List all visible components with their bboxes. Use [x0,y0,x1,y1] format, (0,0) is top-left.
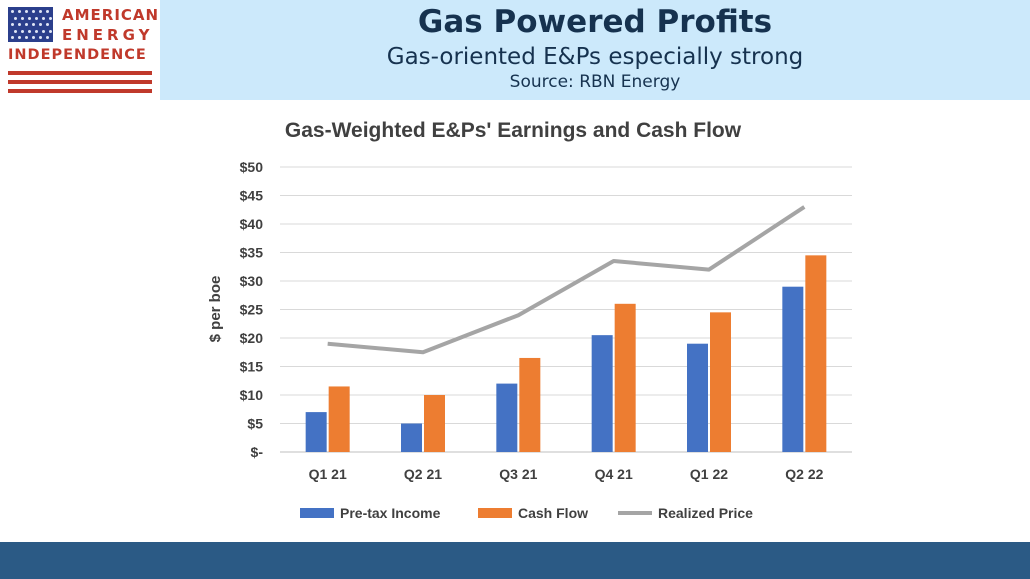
bar-cash-flow [424,395,445,452]
bar-cash-flow [710,312,731,452]
flag-star-icon [14,16,17,20]
chart-legend: Pre-tax Income Cash Flow Realized Price [300,505,753,521]
flag-star-icon [46,10,49,13]
bar-cash-flow [328,386,350,452]
y-tick-label: $45 [240,188,264,204]
flag-star-icon [35,16,38,20]
y-tick-label: $20 [240,330,264,346]
flag-star-icon [11,23,14,26]
flag-star-icon [39,10,42,13]
flag-star-icon [18,10,21,13]
y-tick-label: $- [251,444,264,460]
flag-star-icon [28,29,31,33]
flag-star-icon [11,10,14,13]
flag-star-icon [28,16,31,20]
chart-bars [305,255,827,452]
bar-cash-flow [614,303,636,452]
flag-star-icon [46,23,49,26]
flag-star-icon [14,29,17,33]
flag-star-icon [42,16,45,20]
bar-pretax-income [496,383,518,452]
x-tick-label: Q4 21 [595,466,633,482]
flag-star-icon [21,29,24,33]
flag-star-icon [49,16,52,20]
flag-star-icon [32,36,35,39]
flag-star-icon [18,36,21,39]
flag-star-icon [39,23,42,26]
us-flag-icon [8,7,53,42]
flag-star-icon [35,29,38,33]
legend-label: Realized Price [658,505,753,521]
chart-axes: $- $5 $10 $15 $20 $25 $30 $35 $40 $45 $50 Q1 21 Q2 2… [240,159,824,482]
legend-label: Cash Flow [518,505,588,521]
chart-gridlines [280,166,852,453]
page-subtitle: Gas-oriented E&Ps especially strong [386,44,804,70]
x-tick-label: Q3 21 [499,466,537,482]
source-note: Source: RBN Energy [509,72,681,92]
y-tick-label: $35 [240,245,264,261]
legend-swatch [478,508,512,518]
page-title: Gas Powered Profits [417,4,773,40]
flag-star-icon [32,10,35,13]
line-realized-price [327,205,806,355]
y-tick-label: $50 [240,159,264,175]
flag-star-icon [25,10,28,13]
bar-pretax-income [687,343,708,452]
logo-line-2: ENERGY [62,26,154,44]
y-tick-label: $25 [240,302,264,318]
bar-cash-flow [519,357,541,452]
footer-bar [0,542,1030,579]
x-tick-label: Q2 22 [785,466,823,482]
y-tick-label: $40 [240,216,264,232]
logo-stripe [8,71,152,75]
logo-stripe [8,89,152,93]
x-tick-label: Q1 22 [690,466,728,482]
flag-star-icon [39,36,42,39]
bar-pretax-income [782,286,804,452]
logo-line-1: AMERICAN [62,6,160,24]
flag-star-icon [11,36,14,39]
flag-star-icon [18,23,21,26]
x-tick-label: Q2 21 [404,466,442,482]
y-tick-label: $30 [240,273,264,289]
flag-star-icon [25,36,28,39]
legend-label: Pre-tax Income [340,505,441,521]
bar-pretax-income [591,335,613,452]
brand-logo: AMERICAN ENERGY INDEPENDENCE [0,0,158,100]
chart-line [327,205,806,355]
y-axis-label: $ per boe [207,276,224,343]
bar-pretax-income [401,423,422,452]
legend-swatch [300,508,334,518]
flag-star-icon [42,29,45,33]
x-tick-label: Q1 21 [309,466,347,482]
bar-cash-flow [805,255,827,452]
flag-star-icon [32,23,35,26]
y-tick-label: $5 [247,416,263,432]
flag-star-icon [25,23,28,26]
logo-line-3: INDEPENDENCE [8,47,147,63]
y-tick-label: $15 [240,359,264,375]
chart-title: Gas-Weighted E&Ps' Earnings and Cash Flo… [285,119,742,142]
flag-star-icon [46,36,49,39]
bar-pretax-income [305,412,327,452]
logo-stripe [8,80,152,84]
flag-star-icon [21,16,24,20]
y-tick-label: $10 [240,387,264,403]
flag-star-icon [49,29,52,33]
header-banner [160,0,1030,100]
